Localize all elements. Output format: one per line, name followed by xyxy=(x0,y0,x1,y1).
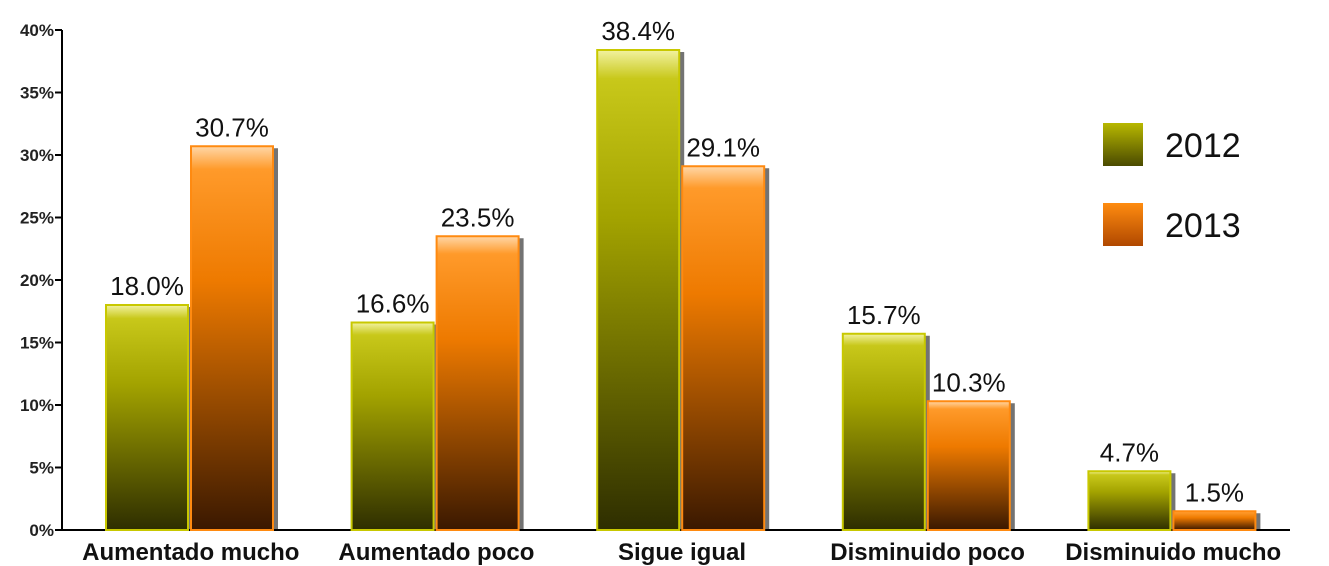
y-tick-label: 0% xyxy=(29,521,54,540)
data-label: 38.4% xyxy=(601,16,675,46)
bar-2012 xyxy=(841,332,926,531)
data-label: 15.7% xyxy=(847,300,921,330)
axes: 0% 5% 10% 15% 20% 25% 30% 35% 40% Aumentado mucho… xyxy=(20,21,1290,566)
x-tick-label: Aumentado poco xyxy=(338,539,534,566)
bar-2013 xyxy=(190,145,274,531)
data-label: 1.5% xyxy=(1185,477,1244,507)
data-label: 18.0% xyxy=(110,271,184,301)
bar-2013 xyxy=(681,165,766,531)
x-tick-label: Aumentado mucho xyxy=(82,539,299,566)
bar-2012 xyxy=(596,49,681,531)
y-tick-label: 35% xyxy=(20,84,54,103)
legend-swatch-2012 xyxy=(1103,123,1143,166)
y-tick-label: 25% xyxy=(20,209,54,228)
legend-label: 2012 xyxy=(1165,127,1241,165)
y-tick-label: 10% xyxy=(20,396,54,415)
legend: 2012 2013 xyxy=(1103,123,1241,246)
bar-2012 xyxy=(1087,470,1172,531)
y-tick-label: 30% xyxy=(20,146,54,165)
y-tick-label: 20% xyxy=(20,271,54,290)
data-label: 29.1% xyxy=(686,132,760,162)
data-label: 30.7% xyxy=(195,112,269,142)
data-label: 23.5% xyxy=(441,202,515,232)
bar-2013 xyxy=(435,235,520,531)
bars xyxy=(105,49,1261,531)
bar-2012 xyxy=(350,321,435,531)
x-tick-label: Disminuido poco xyxy=(830,539,1025,566)
bar-2013 xyxy=(1172,510,1257,531)
x-tick-label: Disminuido mucho xyxy=(1065,539,1281,566)
y-tick-label: 5% xyxy=(29,459,54,478)
data-label: 10.3% xyxy=(932,367,1006,397)
data-label: 16.6% xyxy=(356,289,430,319)
y-tick-label: 15% xyxy=(20,334,54,353)
y-tick-label: 40% xyxy=(20,21,54,40)
legend-label: 2013 xyxy=(1165,207,1241,245)
bar-2012 xyxy=(105,304,189,531)
legend-swatch-2013 xyxy=(1103,203,1143,246)
bar-2013 xyxy=(926,400,1011,531)
data-labels: 18.0% 30.7% 16.6% 23.5% 38.4% 29.1% 15.7% 10.3%… xyxy=(110,16,1244,507)
data-label: 4.7% xyxy=(1100,437,1159,467)
x-tick-label: Sigue igual xyxy=(618,539,746,566)
